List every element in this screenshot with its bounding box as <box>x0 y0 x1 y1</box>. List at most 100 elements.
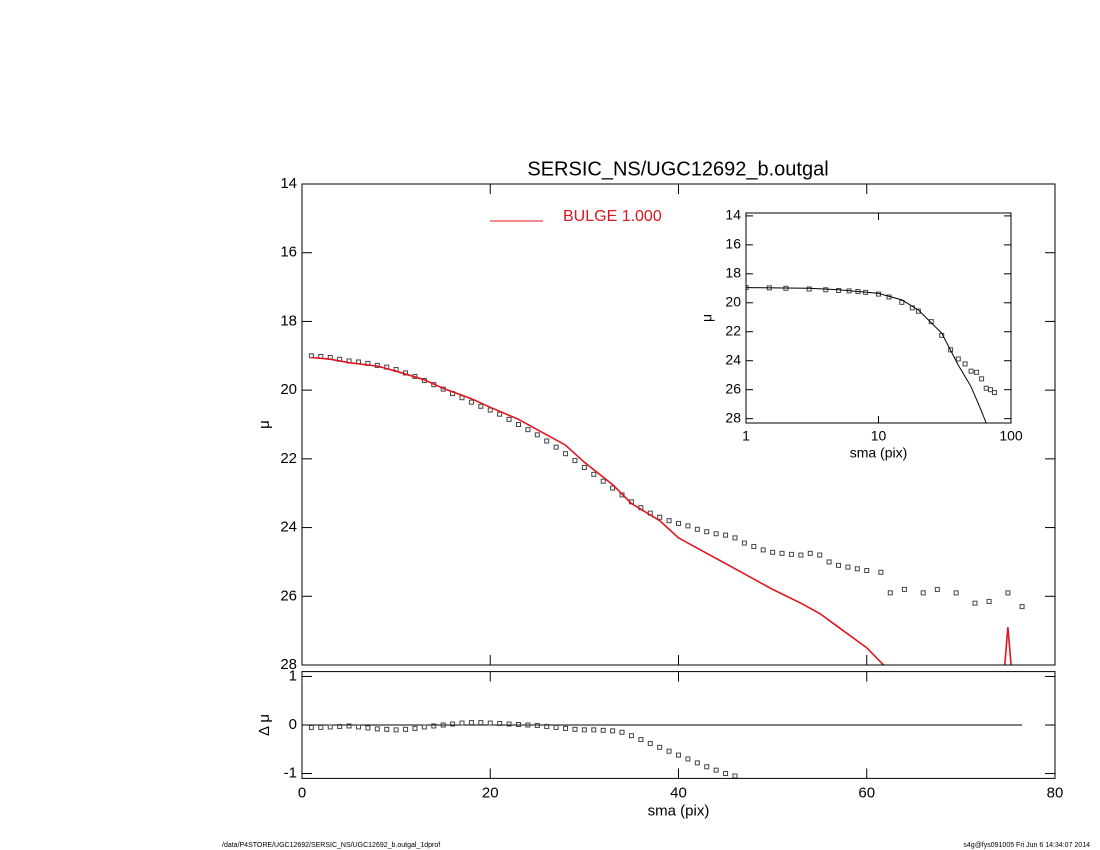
data-point <box>928 319 934 325</box>
data-point <box>497 721 503 727</box>
data-point <box>987 387 993 393</box>
data-point <box>572 726 578 732</box>
data-point <box>732 773 738 779</box>
data-point <box>450 721 456 727</box>
data-point <box>600 478 606 484</box>
profile-line <box>1003 627 1012 665</box>
data-point <box>619 492 625 498</box>
data-point <box>948 347 954 353</box>
y-tick-label: 24 <box>280 519 297 536</box>
y-axis-label: μ <box>699 314 715 322</box>
y-tick-label: -1 <box>284 765 297 782</box>
profile-line <box>746 287 987 423</box>
y-tick-label: 0 <box>289 716 297 733</box>
inset-background <box>746 213 1011 423</box>
data-point <box>817 552 823 558</box>
data-point <box>374 726 380 732</box>
data-point <box>318 724 324 730</box>
data-point <box>563 451 569 457</box>
data-point <box>468 399 474 405</box>
data-point <box>741 540 747 546</box>
data-point <box>440 722 446 728</box>
data-point <box>534 432 540 438</box>
data-point <box>1005 590 1011 596</box>
data-point <box>657 514 663 520</box>
data-point <box>974 369 980 375</box>
data-point <box>544 723 550 729</box>
data-point <box>962 361 968 367</box>
data-point <box>610 728 616 734</box>
data-point <box>365 725 371 731</box>
plot-area <box>308 720 1023 779</box>
data-point <box>968 368 974 374</box>
data-point <box>478 720 484 726</box>
data-point <box>657 744 663 750</box>
data-point <box>955 356 961 362</box>
plot-area <box>746 285 997 423</box>
data-point <box>544 438 550 444</box>
data-point <box>506 721 512 727</box>
y-tick-label: 20 <box>725 293 741 309</box>
data-point <box>704 764 710 770</box>
data-point <box>864 568 870 574</box>
y-tick-label: 22 <box>280 450 297 467</box>
data-point <box>806 286 812 292</box>
x-tick-label: 40 <box>670 784 687 801</box>
data-point <box>497 411 503 417</box>
data-point <box>393 727 399 733</box>
y-tick-label: 16 <box>725 236 741 252</box>
data-point <box>572 458 578 464</box>
data-point <box>713 767 719 773</box>
y-tick-label: 14 <box>280 175 297 192</box>
data-point <box>826 559 832 565</box>
x-axis-label: sma (pix) <box>850 445 908 461</box>
data-point <box>591 727 597 733</box>
data-point <box>563 725 569 731</box>
data-point <box>525 722 531 728</box>
y-tick-label: 26 <box>725 380 741 396</box>
x-tick-label: 20 <box>482 784 499 801</box>
data-point <box>723 771 729 777</box>
data-point <box>478 403 484 409</box>
footer-stamp: s4g@fys091005 Fri Jun 6 14:34:07 2014 <box>963 842 1090 849</box>
data-point <box>553 724 559 730</box>
data-point <box>713 531 719 537</box>
y-tick-label: 24 <box>725 351 741 367</box>
data-point <box>647 740 653 746</box>
data-point <box>694 760 700 766</box>
data-point <box>751 543 757 549</box>
data-point <box>459 720 465 726</box>
y-tick-label: 14 <box>725 207 741 223</box>
data-point <box>685 756 691 762</box>
y-tick-label: 26 <box>280 587 297 604</box>
x-tick-label: 100 <box>999 428 1023 444</box>
profile-line <box>311 356 885 665</box>
y-tick-label: 22 <box>725 322 741 338</box>
y-tick-label: 20 <box>280 381 297 398</box>
data-point <box>953 590 959 596</box>
y-tick-label: 28 <box>725 409 741 425</box>
data-point <box>934 586 940 592</box>
data-point <box>619 729 625 735</box>
data-point <box>920 590 926 596</box>
data-point <box>836 562 842 568</box>
data-point <box>403 726 409 732</box>
data-point <box>694 526 700 532</box>
x-tick-label: 1 <box>742 428 750 444</box>
data-point <box>666 518 672 524</box>
data-point <box>638 737 644 743</box>
data-point <box>581 464 587 470</box>
data-point <box>525 427 531 433</box>
data-point <box>676 752 681 758</box>
y-axis-label: μ <box>256 420 273 429</box>
data-point <box>779 550 785 556</box>
data-point <box>770 549 776 555</box>
data-point <box>506 416 512 422</box>
data-point <box>468 720 474 726</box>
data-point <box>308 724 314 730</box>
y-tick-label: 1 <box>289 667 297 684</box>
data-point <box>788 551 794 557</box>
data-point <box>760 547 766 553</box>
data-point <box>421 724 427 730</box>
footer-path: /data/P4STORE/UGC12692/SERSIC_NS/UGC1269… <box>222 842 440 849</box>
